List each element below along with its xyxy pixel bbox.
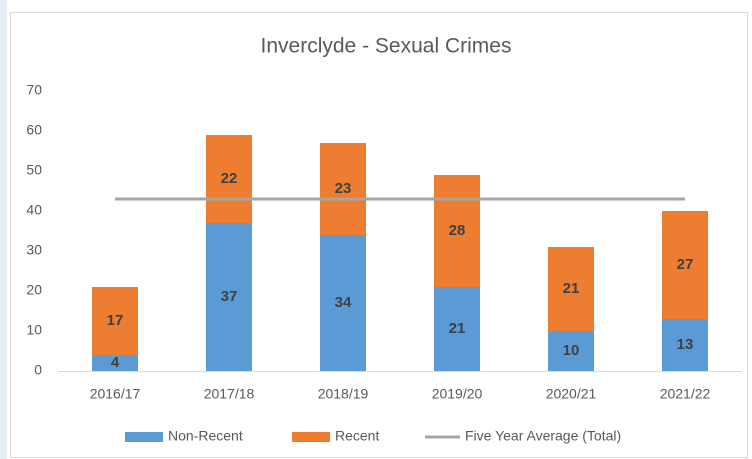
- bar-segment: [662, 211, 708, 319]
- window-edge: [0, 0, 7, 459]
- bar-segment: [92, 355, 138, 371]
- legend-label: Five Year Average (Total): [465, 428, 621, 444]
- bar-segment: [92, 287, 138, 355]
- data-label: 27: [677, 256, 694, 273]
- data-label: 37: [221, 288, 238, 305]
- x-tick-label: 2017/18: [204, 386, 255, 402]
- bar-segment: [434, 287, 480, 371]
- x-tick-label: 2021/22: [660, 386, 711, 402]
- legend: Non-Recent Recent Five Year Average (Total…: [125, 428, 621, 444]
- y-tick-label: 60: [26, 122, 42, 138]
- bar-segment: [320, 235, 366, 371]
- y-tick-label: 70: [26, 82, 42, 98]
- data-label: 28: [449, 222, 466, 239]
- data-label: 21: [449, 320, 466, 337]
- data-label: 4: [111, 354, 120, 371]
- legend-swatch: [292, 432, 330, 442]
- x-tick-label: 2018/19: [318, 386, 369, 402]
- bar-segment: [206, 223, 252, 371]
- x-tick-label: 2016/17: [90, 386, 141, 402]
- data-label: 10: [563, 342, 580, 359]
- data-label: 34: [335, 294, 352, 311]
- data-label: 21: [563, 280, 580, 297]
- chart-border: [10, 12, 748, 458]
- data-label: 22: [221, 170, 238, 187]
- y-tick-label: 30: [26, 242, 42, 258]
- bar-segment: [548, 331, 594, 371]
- data-label: 23: [335, 180, 352, 197]
- bar-segment: [662, 319, 708, 371]
- plot-area: 4 37 34 21 10 13 17 22 23 28 21 27: [58, 135, 742, 372]
- bar-segment: [548, 247, 594, 331]
- data-label: 13: [677, 336, 694, 353]
- y-tick-label: 40: [26, 202, 42, 218]
- x-tick-label: 2020/21: [546, 386, 597, 402]
- chart-title: Inverclyde - Sexual Crimes: [261, 35, 512, 58]
- legend-swatch: [125, 432, 163, 442]
- legend-label: Non-Recent: [168, 428, 243, 444]
- y-tick-label: 0: [34, 362, 42, 378]
- bar-segment: [320, 143, 366, 235]
- y-tick-label: 10: [26, 322, 42, 338]
- legend-label: Recent: [335, 428, 379, 444]
- y-tick-label: 50: [26, 162, 42, 178]
- bar-segment: [206, 135, 252, 223]
- x-tick-label: 2019/20: [432, 386, 483, 402]
- y-tick-label: 20: [26, 282, 42, 298]
- bar-segment: [434, 175, 480, 287]
- data-label: 17: [107, 312, 124, 329]
